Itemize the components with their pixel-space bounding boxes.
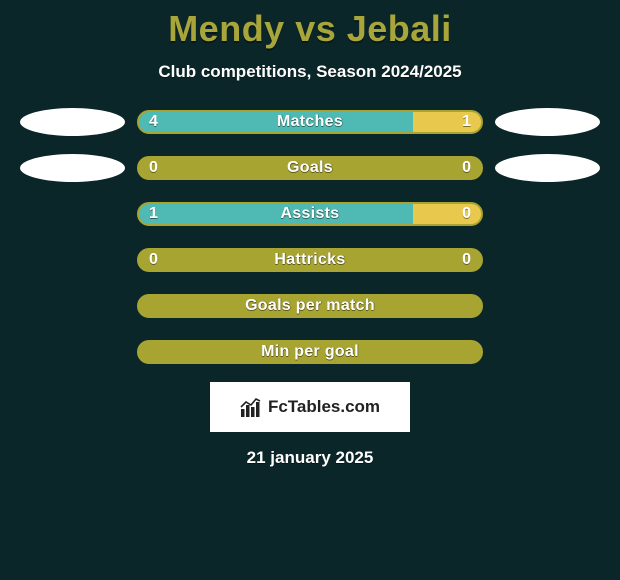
stat-row: Matches4 1 [20, 110, 600, 134]
player-ellipse-right [495, 154, 600, 182]
right-player-slot [495, 292, 600, 320]
stat-value-left: 0 [149, 158, 158, 178]
left-player-slot [20, 292, 125, 320]
left-player-slot [20, 154, 125, 182]
right-player-slot [495, 154, 600, 182]
stat-bar: Min per goal [137, 340, 483, 364]
stat-value-left: 1 [149, 204, 158, 224]
stat-label: Goals [139, 158, 481, 178]
right-player-slot [495, 246, 600, 274]
stat-bar: Assists1 0 [137, 202, 483, 226]
stat-label: Hattricks [139, 250, 481, 270]
stat-label: Assists [139, 204, 481, 224]
stat-value-right: 0 [462, 158, 471, 178]
left-player-slot [20, 108, 125, 136]
stat-row: Goals per match [20, 294, 600, 318]
stats-container: Matches41Goals00Assists10Hattricks00Goal… [0, 110, 620, 364]
stat-bar: Goals per match [137, 294, 483, 318]
comparison-card: Mendy vs Jebali Club competitions, Seaso… [0, 0, 620, 580]
stat-value-right: 1 [462, 112, 471, 132]
stat-bar: Matches4 1 [137, 110, 483, 134]
left-player-slot [20, 246, 125, 274]
page-title: Mendy vs Jebali [0, 0, 620, 50]
stat-value-left: 4 [149, 112, 158, 132]
stat-bar: Hattricks0 0 [137, 248, 483, 272]
snapshot-date: 21 january 2025 [0, 448, 620, 468]
subtitle: Club competitions, Season 2024/2025 [0, 62, 620, 82]
stat-label: Min per goal [139, 342, 481, 362]
stat-label: Matches [139, 112, 481, 132]
right-player-slot [495, 200, 600, 228]
stat-bar: Goals0 0 [137, 156, 483, 180]
stat-value-right: 0 [462, 204, 471, 224]
stat-value-right: 0 [462, 250, 471, 270]
player-ellipse-left [20, 154, 125, 182]
right-player-slot [495, 338, 600, 366]
right-player-slot [495, 108, 600, 136]
stat-row: Goals0 0 [20, 156, 600, 180]
left-player-slot [20, 200, 125, 228]
fctables-chart-icon [240, 397, 262, 417]
branding-text: FcTables.com [268, 397, 380, 417]
stat-label: Goals per match [139, 296, 481, 316]
player-ellipse-left [20, 108, 125, 136]
stat-row: Min per goal [20, 340, 600, 364]
branding-box: FcTables.com [210, 382, 410, 432]
stat-row: Assists1 0 [20, 202, 600, 226]
stat-value-left: 0 [149, 250, 158, 270]
player-ellipse-right [495, 108, 600, 136]
stat-row: Hattricks0 0 [20, 248, 600, 272]
left-player-slot [20, 338, 125, 366]
